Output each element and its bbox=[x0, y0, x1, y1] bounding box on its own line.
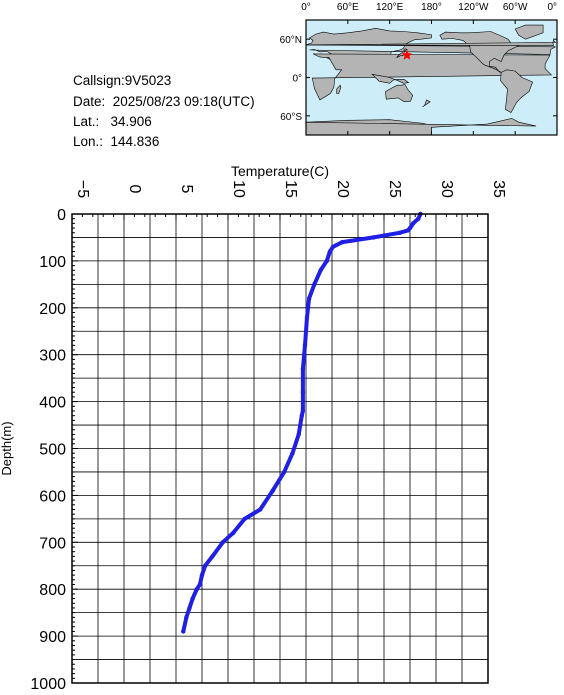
chart-ticks: −5 0 5 10 15 20 25 30 35 0 100 200 300 400 500 600 700 80… bbox=[30, 180, 507, 693]
profile-point bbox=[296, 432, 301, 437]
land-africa bbox=[311, 53, 553, 101]
profile-point bbox=[202, 563, 208, 568]
callsign-text: Callsign:9V5023 bbox=[73, 73, 172, 88]
profile-point bbox=[184, 615, 189, 620]
map-lon-label: 60°W bbox=[503, 2, 528, 13]
x-axis-label: Temperature(C) bbox=[231, 163, 329, 179]
profile-point bbox=[304, 315, 310, 320]
y-tick-label: 700 bbox=[39, 535, 66, 552]
profile-point bbox=[324, 258, 329, 264]
profile-point bbox=[190, 596, 195, 601]
x-tick-label: 5 bbox=[178, 185, 195, 194]
profile-point bbox=[371, 235, 376, 240]
profile-point bbox=[220, 540, 225, 545]
profile-point bbox=[187, 605, 192, 611]
land-new-zealand bbox=[422, 99, 431, 108]
profile-point bbox=[282, 469, 287, 475]
profile-point bbox=[210, 554, 215, 559]
map-lon-label: 0° bbox=[301, 2, 311, 13]
profile-point bbox=[405, 228, 411, 233]
x-tick-label: 30 bbox=[438, 180, 455, 198]
profile-point bbox=[300, 390, 306, 395]
map-lon-label: 60°E bbox=[337, 2, 359, 13]
profile-point bbox=[306, 296, 312, 301]
profile-point bbox=[300, 408, 306, 414]
x-tick-label: 35 bbox=[490, 180, 507, 198]
longitude-text: Lon.: 144.836 bbox=[73, 134, 160, 149]
y-tick-label: 800 bbox=[39, 582, 66, 599]
profile-point bbox=[181, 629, 186, 634]
profile-point bbox=[410, 221, 416, 226]
profile-point bbox=[300, 366, 306, 371]
x-tick-label: 25 bbox=[386, 180, 403, 198]
profile-point bbox=[330, 244, 336, 249]
map-lon-label: 0° bbox=[547, 2, 557, 13]
y-tick-label: 300 bbox=[39, 348, 66, 365]
map-lat-label: 60°N bbox=[280, 35, 302, 46]
world-map: 0° 60°E 120°E 180° 120°W 60°W 0° 60°N 0° 60°S bbox=[280, 2, 558, 136]
land-south-america bbox=[500, 69, 533, 114]
temperature-profile-line bbox=[181, 212, 423, 634]
x-tick-label: 20 bbox=[334, 180, 351, 198]
y-tick-label: 600 bbox=[39, 488, 66, 505]
map-lon-label: 120°E bbox=[376, 2, 404, 13]
profile-point bbox=[312, 282, 317, 287]
profile-point bbox=[318, 268, 323, 273]
profile-point bbox=[270, 488, 275, 493]
y-tick-label: 0 bbox=[57, 207, 66, 224]
profile-point bbox=[194, 587, 199, 592]
profile-point bbox=[290, 451, 295, 456]
land-indonesia bbox=[371, 73, 410, 84]
profile-point bbox=[327, 249, 333, 254]
land-north-america bbox=[439, 31, 520, 73]
land-britain bbox=[306, 39, 557, 46]
map-lat-label: 60°S bbox=[280, 112, 302, 123]
y-tick-label: 900 bbox=[39, 629, 66, 646]
land-greenland bbox=[514, 24, 544, 40]
profile-point bbox=[258, 507, 263, 512]
profile-point bbox=[302, 343, 308, 348]
map-lon-label: 180° bbox=[421, 2, 442, 13]
profile-point bbox=[416, 216, 421, 221]
profile-point bbox=[397, 230, 402, 235]
y-tick-label: 100 bbox=[39, 254, 66, 271]
y-axis-label: Depth(m) bbox=[0, 421, 14, 475]
y-tick-label: 500 bbox=[39, 442, 66, 459]
y-tick-label: 400 bbox=[39, 395, 66, 412]
profile-point bbox=[340, 239, 345, 245]
latitude-text: Lat.: 34.906 bbox=[73, 114, 152, 129]
x-tick-label: −5 bbox=[74, 180, 91, 198]
y-tick-label: 200 bbox=[39, 301, 66, 318]
profile-point bbox=[199, 572, 205, 578]
x-tick-label: 0 bbox=[126, 185, 143, 194]
profile-point bbox=[231, 530, 236, 536]
map-lat-label: 0° bbox=[292, 74, 302, 85]
profile-point bbox=[299, 413, 304, 418]
x-tick-label: 15 bbox=[282, 180, 299, 198]
chart-series bbox=[181, 211, 423, 634]
plot-frame bbox=[71, 213, 489, 684]
profile-point bbox=[197, 582, 203, 587]
land-japan bbox=[396, 48, 408, 58]
y-tick-label: 1000 bbox=[30, 676, 66, 690]
land-australia bbox=[385, 84, 414, 103]
date-text: Date: 2025/08/23 09:18(UTC) bbox=[73, 94, 255, 109]
map-lon-label: 120°W bbox=[458, 2, 489, 13]
station-star-icon bbox=[401, 49, 413, 60]
x-tick-label: 10 bbox=[230, 180, 247, 198]
chart-grid bbox=[71, 213, 489, 684]
profile-point bbox=[242, 516, 247, 522]
land-madagascar bbox=[336, 84, 342, 94]
